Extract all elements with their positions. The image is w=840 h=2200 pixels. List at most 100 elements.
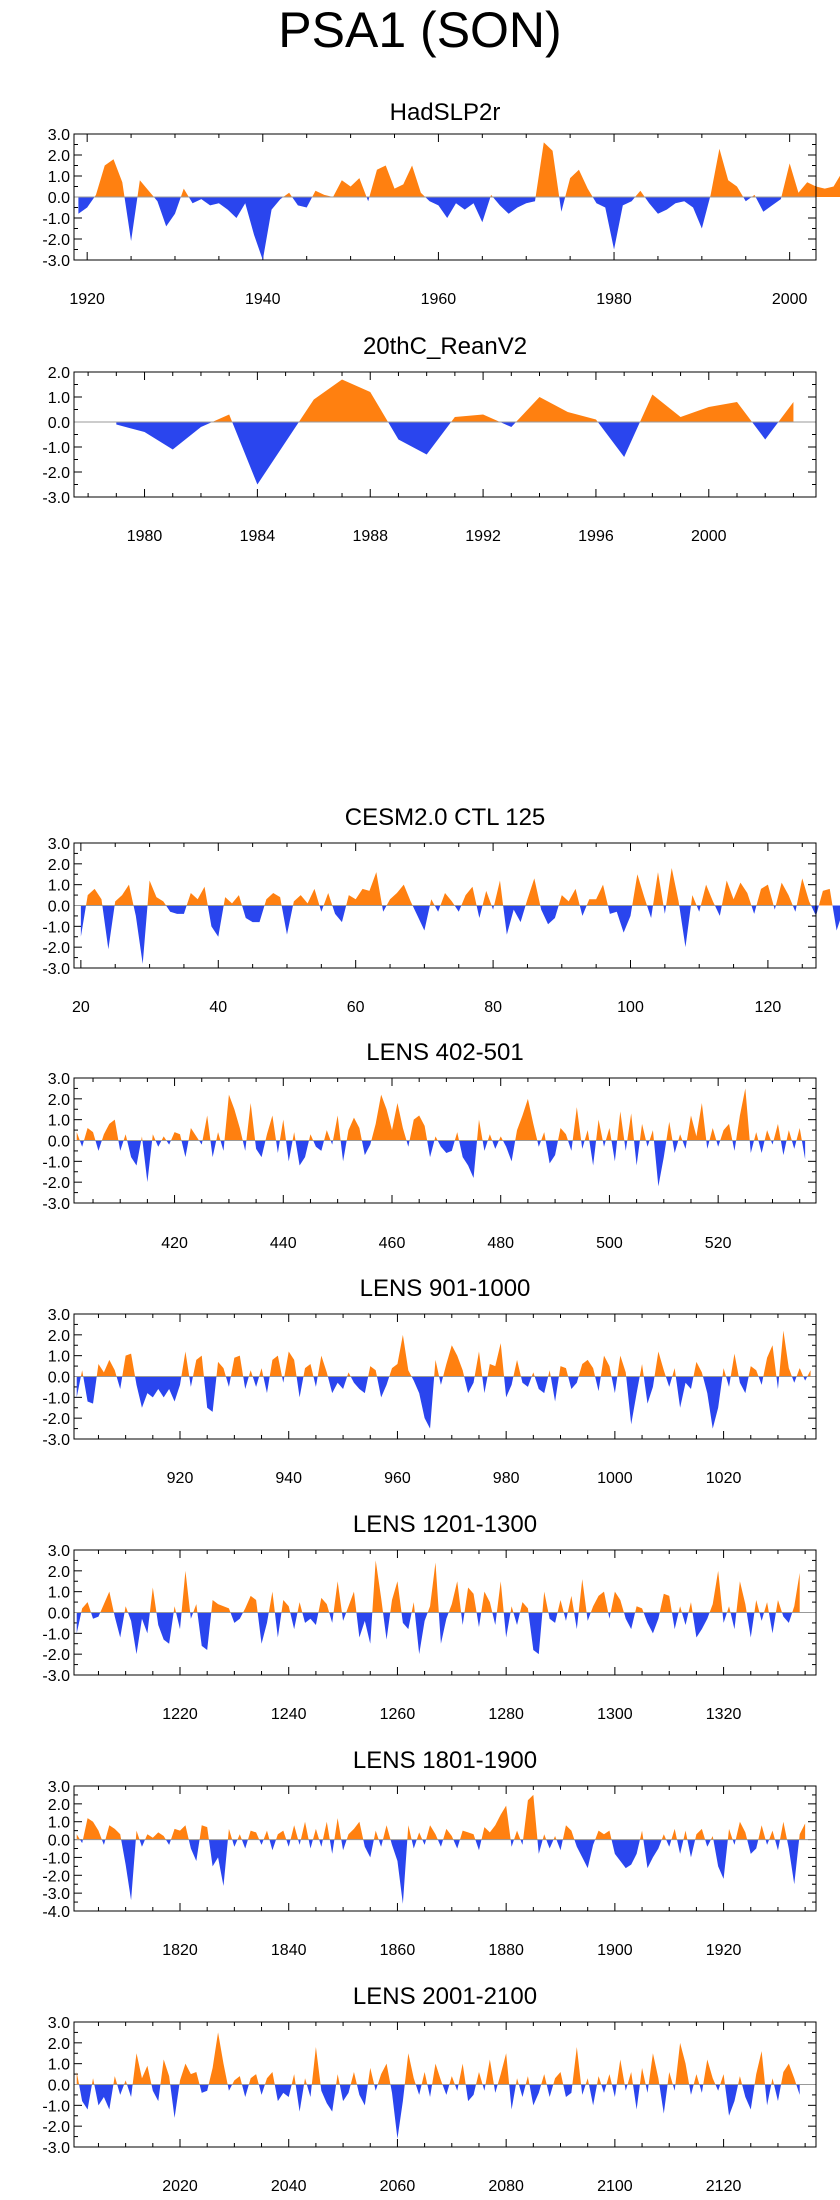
chart-title: LENS 1201-1300 (353, 1511, 537, 1538)
plot-frame (73, 2021, 817, 2148)
x-tick-label: 420 (161, 1235, 188, 1252)
plot-frame (73, 133, 817, 261)
y-tick-label: 1.0 (48, 1815, 70, 1832)
y-tick-label: 1.0 (48, 878, 70, 895)
x-tick-label: 2040 (271, 2178, 307, 2195)
chart-panel: LENS 2001-2100 3.0 2.0 1.0 0.0 -1.0 -2.0 -3.0 20… (42, 1983, 817, 2195)
x-tick-label: 40 (209, 999, 227, 1016)
y-tick-label: -3.0 (42, 1886, 70, 1903)
x-tick-label: 980 (493, 1470, 520, 1487)
chart-title: LENS 2001-2100 (353, 1983, 537, 2010)
chart-panel: 20thC_ReanV2 2.0 1.0 0.0 -1.0 -2.0 -3.0 1980 198… (42, 333, 817, 545)
x-tick-label: 520 (705, 1235, 732, 1252)
x-tick-label: 1996 (578, 528, 614, 545)
chart-panel: LENS 1801-1900 3.02.01.00.0-1.0-2.0-3.0-4… (42, 1747, 817, 1959)
chart-title: HadSLP2r (390, 99, 501, 126)
positive-area (76, 1794, 806, 1840)
y-tick-label: 3.0 (48, 1307, 70, 1324)
positive-area (80, 868, 840, 906)
chart-panel: LENS 901-1000 3.0 2.0 1.0 0.0 -1.0 -2.0 -3.0 920… (42, 1275, 817, 1487)
x-tick-label: 1820 (162, 1942, 198, 1959)
chart-title: CESM2.0 CTL 125 (345, 804, 546, 831)
x-tick-label: 1992 (465, 528, 501, 545)
x-tick-label: 1880 (488, 1942, 524, 1959)
y-tick-label: -2.0 (42, 1175, 70, 1192)
y-tick-label: -1.0 (42, 1850, 70, 1867)
plot-frame (73, 1549, 817, 1676)
x-tick-label: 1840 (271, 1942, 307, 1959)
y-tick-label: 0.0 (48, 899, 70, 916)
y-tick-label: -2.0 (42, 232, 70, 249)
x-tick-label: 500 (596, 1235, 623, 1252)
y-tick-label: -2.0 (42, 2119, 70, 2136)
x-tick-label: 1920 (69, 291, 105, 308)
negative-area (76, 1612, 800, 1655)
x-tick-label: 440 (270, 1235, 297, 1252)
x-tick-label: 920 (167, 1470, 194, 1487)
y-tick-label: 2.0 (48, 2036, 70, 2053)
x-tick-label: 2120 (706, 2178, 742, 2195)
y-tick-label: -2.0 (42, 1647, 70, 1664)
y-tick-label: 1.0 (48, 1585, 70, 1602)
y-tick-label: -1.0 (42, 1626, 70, 1643)
y-tick-label: 3.0 (48, 1543, 70, 1560)
x-tick-label: 1900 (597, 1942, 633, 1959)
positive-area (76, 2032, 800, 2085)
y-tick-label: 1.0 (48, 390, 70, 407)
x-tick-label: 1260 (380, 1706, 416, 1723)
x-tick-label: 1920 (706, 1942, 742, 1959)
plot-frame (73, 1077, 817, 1204)
y-tick-label: 0.0 (48, 415, 70, 432)
x-tick-label: 80 (484, 999, 502, 1016)
y-tick-label: 2.0 (48, 1092, 70, 1109)
negative-area (78, 197, 840, 260)
chart-panel: CESM2.0 CTL 125 3.0 2.0 1.0 0.0 -1.0 -2.0 -3.0 2… (42, 804, 840, 1016)
x-tick-label: 960 (384, 1470, 411, 1487)
x-tick-label: 940 (275, 1470, 302, 1487)
y-tick-label: 3.0 (48, 836, 70, 853)
y-tick-label: -3.0 (42, 253, 70, 270)
x-tick-label: 1220 (162, 1706, 198, 1723)
x-tick-label: 1980 (596, 291, 632, 308)
x-tick-label: 60 (347, 999, 365, 1016)
plot-frame (73, 842, 817, 969)
chart-panel: LENS 1201-1300 3.0 2.0 1.0 0.0 -1.0 -2.0 -3.0 12… (42, 1511, 817, 1723)
y-tick-label: 2.0 (48, 1797, 70, 1814)
x-tick-label: 1980 (127, 528, 163, 545)
y-tick-label: -3.0 (42, 2140, 70, 2157)
x-tick-label: 2060 (380, 2178, 416, 2195)
y-tick-label: -2.0 (42, 940, 70, 957)
x-tick-label: 1984 (240, 528, 276, 545)
plot-frame (73, 1785, 817, 1912)
x-tick-label: 1300 (597, 1706, 633, 1723)
y-tick-label: 2.0 (48, 857, 70, 874)
x-tick-label: 120 (755, 999, 782, 1016)
plot-frame (73, 371, 817, 498)
x-tick-label: 480 (487, 1235, 514, 1252)
y-tick-label: 0.0 (48, 1370, 70, 1387)
x-tick-label: 1020 (706, 1470, 742, 1487)
y-tick-label: -3.0 (42, 490, 70, 507)
y-tick-label: -1.0 (42, 211, 70, 228)
y-tick-label: 1.0 (48, 1113, 70, 1130)
y-tick-label: 0.0 (48, 2078, 70, 2095)
y-tick-label: -1.0 (42, 440, 70, 457)
y-tick-label: 2.0 (48, 148, 70, 165)
positive-area (78, 142, 840, 197)
chart-title: LENS 901-1000 (360, 1275, 531, 1302)
y-tick-label: -2.0 (42, 1868, 70, 1885)
y-tick-label: -1.0 (42, 1154, 70, 1171)
positive-area (76, 1560, 800, 1613)
x-tick-label: 1988 (352, 528, 388, 545)
negative-area (116, 422, 794, 485)
y-tick-label: 1.0 (48, 2057, 70, 2074)
y-tick-label: -2.0 (42, 465, 70, 482)
negative-area (76, 1376, 811, 1429)
chart-panel: HadSLP2r 3.0 2.0 1.0 0.0 -1.0 -2.0 -3.0 1920 1940… (42, 99, 840, 308)
x-tick-label: 100 (617, 999, 644, 1016)
y-tick-label: 3.0 (48, 1779, 70, 1796)
positive-area (76, 1330, 811, 1377)
main-title: PSA1 (SON) (278, 2, 562, 58)
y-tick-label: 1.0 (48, 1349, 70, 1366)
